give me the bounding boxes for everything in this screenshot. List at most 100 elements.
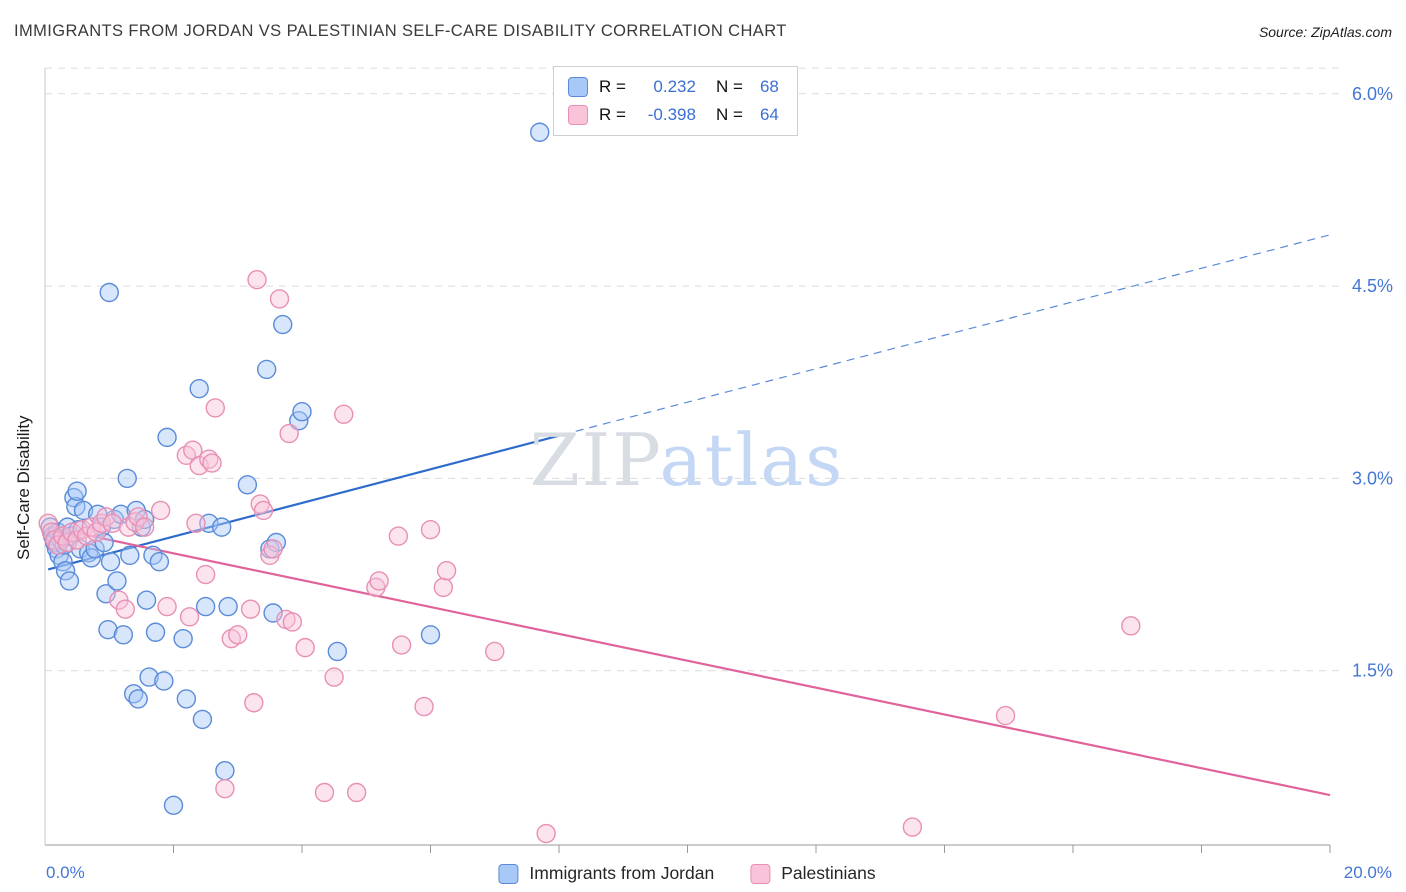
jordan-point — [530, 122, 550, 142]
jordan-point — [67, 481, 87, 501]
jordan-point — [189, 378, 209, 399]
palestinians-point — [295, 637, 315, 658]
x-axis-max-label: 20.0% — [1343, 863, 1392, 882]
jordan-point — [154, 671, 174, 691]
palestinians-point — [134, 517, 155, 537]
palestinians-point — [176, 445, 197, 466]
palestinians-legend-swatch — [750, 863, 771, 884]
palestinians-point — [314, 782, 335, 803]
jordan-trend-dashed — [562, 234, 1331, 436]
y-tick-label: 3.0% — [1352, 468, 1393, 488]
jordan-point — [157, 427, 177, 448]
palestinians-point — [115, 599, 136, 619]
palestinians-point — [150, 500, 171, 521]
jordan-point — [120, 545, 140, 566]
palestinians-point — [995, 705, 1016, 726]
palestinians-point — [118, 517, 139, 537]
palestinians-point — [202, 453, 222, 473]
palestinians-point — [414, 696, 434, 717]
palestinians-point — [269, 289, 290, 309]
jordan-stats-row: R = 0.232 N = 68 — [568, 77, 779, 97]
palestinians-point — [485, 641, 505, 662]
palestinians-point — [228, 625, 248, 645]
palestinians-point — [436, 561, 457, 581]
r-label: R = — [599, 77, 626, 96]
palestinians-point — [391, 635, 412, 655]
jordan-point — [94, 532, 114, 553]
palestinians-r-value: -0.398 — [647, 105, 696, 124]
jordan-point — [59, 571, 80, 591]
source-attribution: Source: ZipAtlas.com — [1258, 24, 1392, 40]
jordan-point — [173, 628, 193, 649]
palestinians-point — [334, 404, 354, 424]
x-axis-min-label: 0.0% — [46, 863, 85, 882]
palestinians-point — [282, 612, 303, 632]
palestinians-point — [902, 817, 923, 837]
correlation-stats-legend: R = 0.232 N = 68 R = -0.398 N = 64 — [553, 66, 798, 136]
palestinians-point — [77, 526, 97, 546]
y-axis-title: Self-Care Disability — [14, 415, 33, 560]
palestinians-point — [369, 571, 389, 591]
jordan-point — [55, 561, 76, 581]
legend-item-palestinians: Palestinians — [750, 863, 876, 884]
jordan-point — [113, 625, 134, 645]
y-tick-label: 6.0% — [1352, 84, 1393, 104]
jordan-point — [139, 667, 159, 687]
palestinians-point — [433, 577, 454, 598]
jordan-series-swatch — [568, 77, 588, 97]
jordan-point — [215, 760, 235, 781]
palestinians-point — [186, 513, 206, 533]
jordan-n-value: 68 — [759, 77, 779, 96]
jordan-point — [107, 571, 127, 591]
jordan-point — [163, 795, 184, 816]
jordan-point — [218, 596, 238, 617]
jordan-point — [117, 468, 137, 489]
jordan-point — [327, 641, 348, 662]
jordan-point — [128, 689, 148, 709]
jordan-point — [273, 314, 293, 335]
palestinians-point — [253, 500, 274, 521]
palestinians-point — [244, 693, 264, 713]
jordan-point — [211, 517, 232, 537]
palestinians-point — [179, 607, 200, 627]
page-title: IMMIGRANTS FROM JORDAN VS PALESTINIAN SE… — [14, 22, 787, 40]
jordan-point — [176, 689, 197, 709]
jordan-point — [192, 709, 213, 730]
y-tick-label: 4.5% — [1352, 276, 1393, 296]
jordan-point — [256, 359, 277, 380]
palestinians-point — [346, 782, 367, 803]
palestinians-point — [240, 599, 261, 619]
jordan-point — [145, 622, 166, 642]
palestinians-legend-label: Palestinians — [781, 863, 876, 883]
jordan-legend-swatch — [498, 863, 519, 884]
jordan-point — [195, 596, 216, 617]
series-legend: Immigrants from Jordan Palestinians — [498, 863, 876, 884]
palestinians-point — [536, 823, 556, 844]
palestinians-point — [102, 513, 123, 533]
palestinians-point — [247, 269, 267, 290]
palestinians-point — [67, 530, 87, 550]
r-label: R = — [599, 105, 626, 124]
palestinians-point — [279, 423, 299, 444]
palestinians-point — [128, 507, 148, 527]
palestinians-point — [205, 398, 225, 418]
palestinians-point — [420, 519, 441, 540]
palestinians-trend — [47, 526, 1331, 797]
jordan-point — [420, 625, 441, 645]
palestinians-point — [125, 512, 145, 532]
jordan-point — [100, 552, 121, 572]
palestinians-n-value: 64 — [759, 105, 779, 124]
palestinians-point — [1121, 616, 1141, 636]
jordan-legend-label: Immigrants from Jordan — [529, 863, 715, 883]
jordan-r-value: 0.232 — [653, 77, 696, 96]
jordan-point — [237, 475, 258, 495]
n-label: N = — [715, 77, 743, 96]
palestinians-point — [388, 526, 409, 546]
palestinians-stats-row: R = -0.398 N = 64 — [568, 105, 779, 125]
jordan-point — [136, 590, 157, 610]
palestinians-point — [195, 564, 216, 585]
jordan-point — [99, 282, 119, 303]
palestinians-point — [215, 778, 235, 799]
